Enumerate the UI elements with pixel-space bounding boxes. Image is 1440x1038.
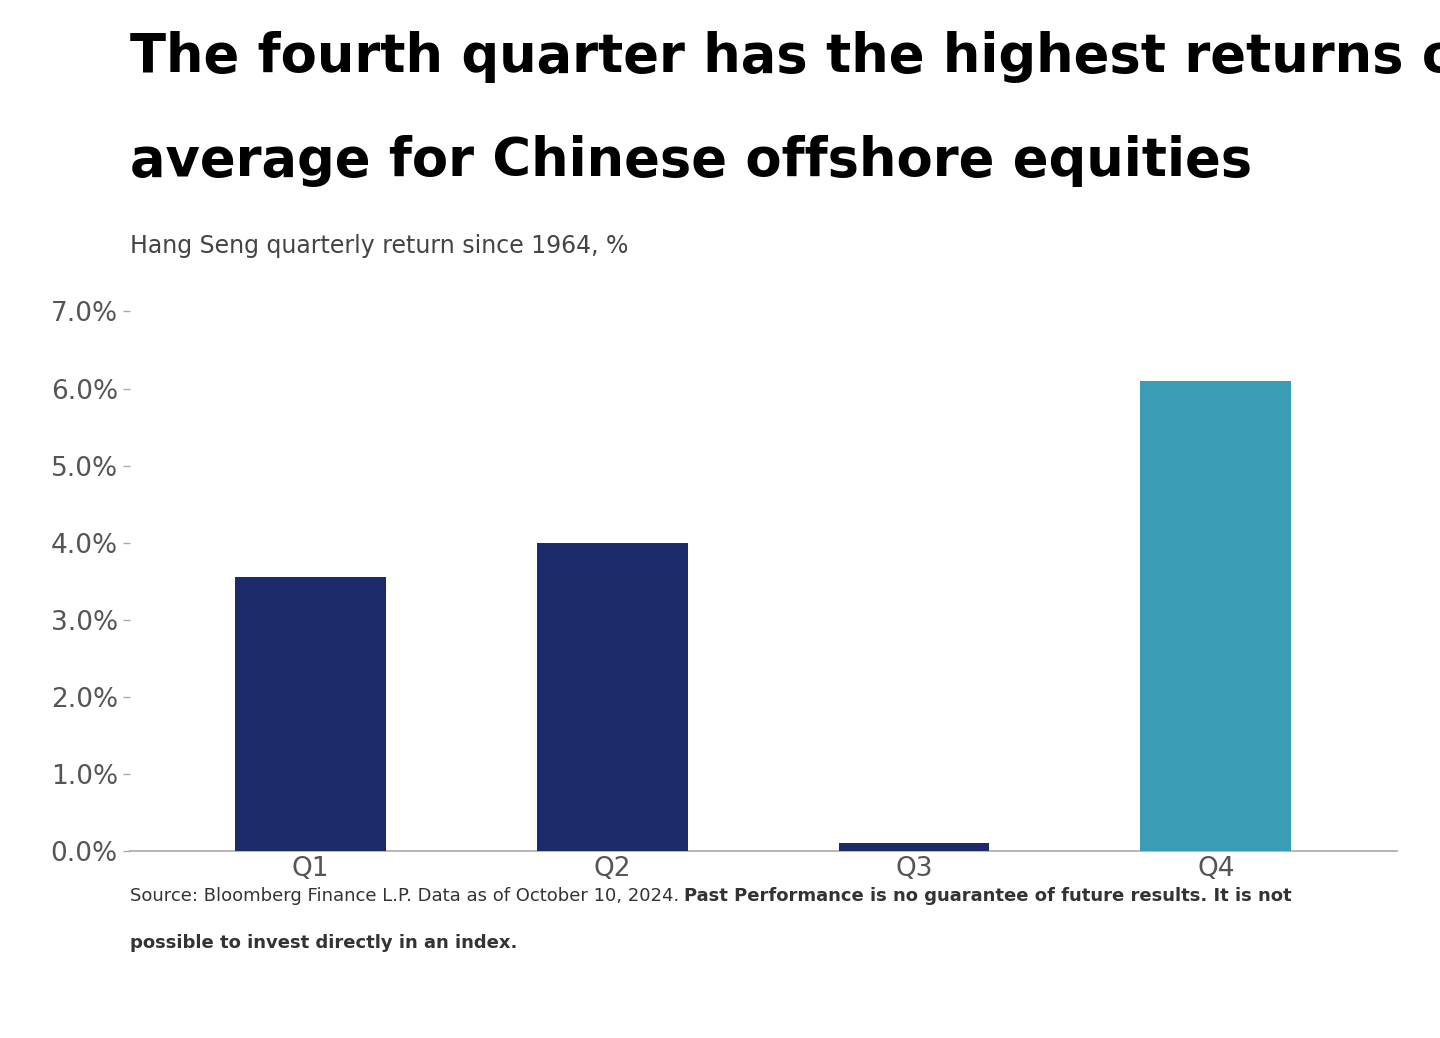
- Text: Past Performance is no guarantee of future results. It is not: Past Performance is no guarantee of futu…: [684, 887, 1292, 905]
- Bar: [537, 543, 688, 851]
- Text: The fourth quarter has the highest returns on: The fourth quarter has the highest retur…: [130, 31, 1440, 83]
- Text: average for Chinese offshore equities: average for Chinese offshore equities: [130, 135, 1251, 187]
- Bar: [235, 577, 386, 851]
- Text: Hang Seng quarterly return since 1964, %: Hang Seng quarterly return since 1964, %: [130, 234, 628, 257]
- Text: possible to invest directly in an index.: possible to invest directly in an index.: [130, 934, 517, 952]
- Bar: [1140, 381, 1292, 851]
- Text: Source: Bloomberg Finance L.P. Data as of October 10, 2024.: Source: Bloomberg Finance L.P. Data as o…: [130, 887, 684, 905]
- Bar: [838, 844, 989, 851]
